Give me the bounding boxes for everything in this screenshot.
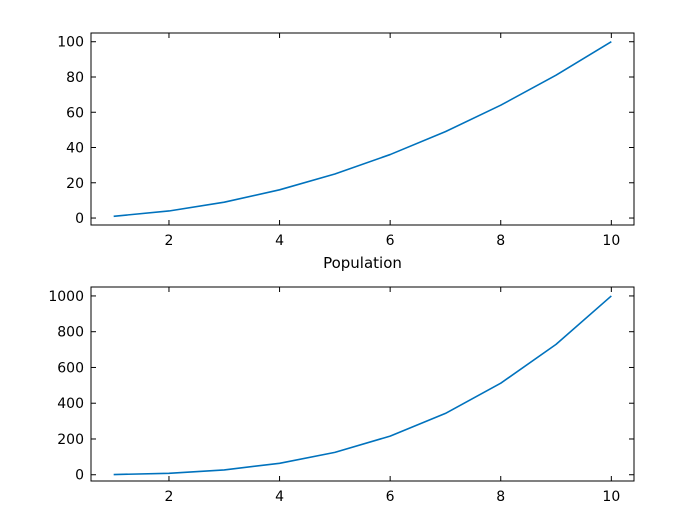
x-axis-label: Population [323,254,402,272]
y-tick-label: 100 [57,35,84,51]
axes-frame [90,32,635,226]
x-tick-label: 10 [602,233,620,249]
y-tick-label: 20 [66,176,84,192]
y-tick-label: 0 [75,211,84,227]
x-tick-label: 10 [602,489,620,505]
x-tick-label: 4 [275,233,284,249]
y-tick-label: 60 [66,105,84,121]
x-tick-label: 2 [165,489,174,505]
x-tick-label: 2 [165,233,174,249]
x-tick-label: 6 [386,489,395,505]
series-line [113,41,612,218]
y-tick-label: 200 [57,432,84,448]
x-tick-label: 6 [386,233,395,249]
y-tick-label: 800 [57,325,84,341]
x-tick-label: 4 [275,489,284,505]
bottom-subplot: 2 4 6 8 10 0 200 400 600 800 1000 [48,286,635,505]
series-line [113,295,612,476]
y-tick-label: 1000 [48,289,84,305]
y-tick-label: 40 [66,141,84,157]
x-tick-label: 8 [496,489,505,505]
axes-frame [90,286,635,482]
x-tick-label: 8 [496,233,505,249]
y-tick-label: 600 [57,360,84,376]
y-tick-label: 400 [57,396,84,412]
y-tick-label: 80 [66,70,84,86]
y-tick-label: 0 [75,468,84,484]
